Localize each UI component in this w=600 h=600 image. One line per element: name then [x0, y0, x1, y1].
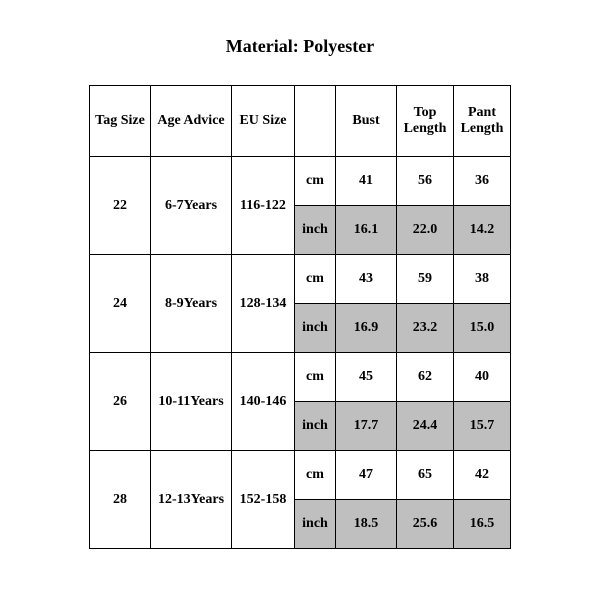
cell-top-cm: 56: [397, 157, 454, 206]
cell-bust-cm: 43: [336, 255, 397, 304]
cell-bust-cm: 41: [336, 157, 397, 206]
cell-eu: 128-134: [232, 255, 295, 353]
cell-top-inch: 25.6: [397, 500, 454, 549]
cell-age: 6-7Years: [151, 157, 232, 255]
col-unit: [295, 86, 336, 157]
cell-bust-inch: 18.5: [336, 500, 397, 549]
cell-unit-inch: inch: [295, 500, 336, 549]
cell-tag: 28: [90, 451, 151, 549]
col-tag-size: Tag Size: [90, 86, 151, 157]
table-row: 26 10-11Years 140-146 cm 45 62 40: [90, 353, 511, 402]
cell-bust-inch: 16.9: [336, 304, 397, 353]
col-eu-size: EU Size: [232, 86, 295, 157]
cell-unit-inch: inch: [295, 402, 336, 451]
cell-bust-cm: 47: [336, 451, 397, 500]
cell-pant-inch: 15.7: [454, 402, 511, 451]
cell-pant-cm: 38: [454, 255, 511, 304]
cell-bust-cm: 45: [336, 353, 397, 402]
col-top-length: Top Length: [397, 86, 454, 157]
cell-top-inch: 22.0: [397, 206, 454, 255]
cell-tag: 24: [90, 255, 151, 353]
table-row: 24 8-9Years 128-134 cm 43 59 38: [90, 255, 511, 304]
col-age-advice: Age Advice: [151, 86, 232, 157]
cell-eu: 116-122: [232, 157, 295, 255]
page: Material: Polyester Tag Size Age Advice …: [0, 0, 600, 600]
table-row: 28 12-13Years 152-158 cm 47 65 42: [90, 451, 511, 500]
cell-age: 10-11Years: [151, 353, 232, 451]
size-table: Tag Size Age Advice EU Size Bust Top Len…: [89, 85, 511, 549]
cell-top-cm: 62: [397, 353, 454, 402]
cell-unit-cm: cm: [295, 353, 336, 402]
table-row: 22 6-7Years 116-122 cm 41 56 36: [90, 157, 511, 206]
col-pant-length: Pant Length: [454, 86, 511, 157]
size-table-body: 22 6-7Years 116-122 cm 41 56 36 inch 16.…: [90, 157, 511, 549]
cell-bust-inch: 17.7: [336, 402, 397, 451]
cell-pant-inch: 15.0: [454, 304, 511, 353]
cell-tag: 22: [90, 157, 151, 255]
cell-pant-inch: 16.5: [454, 500, 511, 549]
col-bust: Bust: [336, 86, 397, 157]
cell-top-cm: 65: [397, 451, 454, 500]
cell-unit-cm: cm: [295, 157, 336, 206]
cell-unit-cm: cm: [295, 255, 336, 304]
cell-unit-inch: inch: [295, 304, 336, 353]
cell-pant-inch: 14.2: [454, 206, 511, 255]
header-row: Tag Size Age Advice EU Size Bust Top Len…: [90, 86, 511, 157]
cell-age: 8-9Years: [151, 255, 232, 353]
cell-pant-cm: 40: [454, 353, 511, 402]
cell-unit-inch: inch: [295, 206, 336, 255]
cell-age: 12-13Years: [151, 451, 232, 549]
cell-pant-cm: 42: [454, 451, 511, 500]
cell-eu: 152-158: [232, 451, 295, 549]
cell-bust-inch: 16.1: [336, 206, 397, 255]
cell-pant-cm: 36: [454, 157, 511, 206]
material-title: Material: Polyester: [0, 36, 600, 57]
cell-eu: 140-146: [232, 353, 295, 451]
cell-unit-cm: cm: [295, 451, 336, 500]
cell-top-inch: 24.4: [397, 402, 454, 451]
cell-top-inch: 23.2: [397, 304, 454, 353]
cell-top-cm: 59: [397, 255, 454, 304]
cell-tag: 26: [90, 353, 151, 451]
